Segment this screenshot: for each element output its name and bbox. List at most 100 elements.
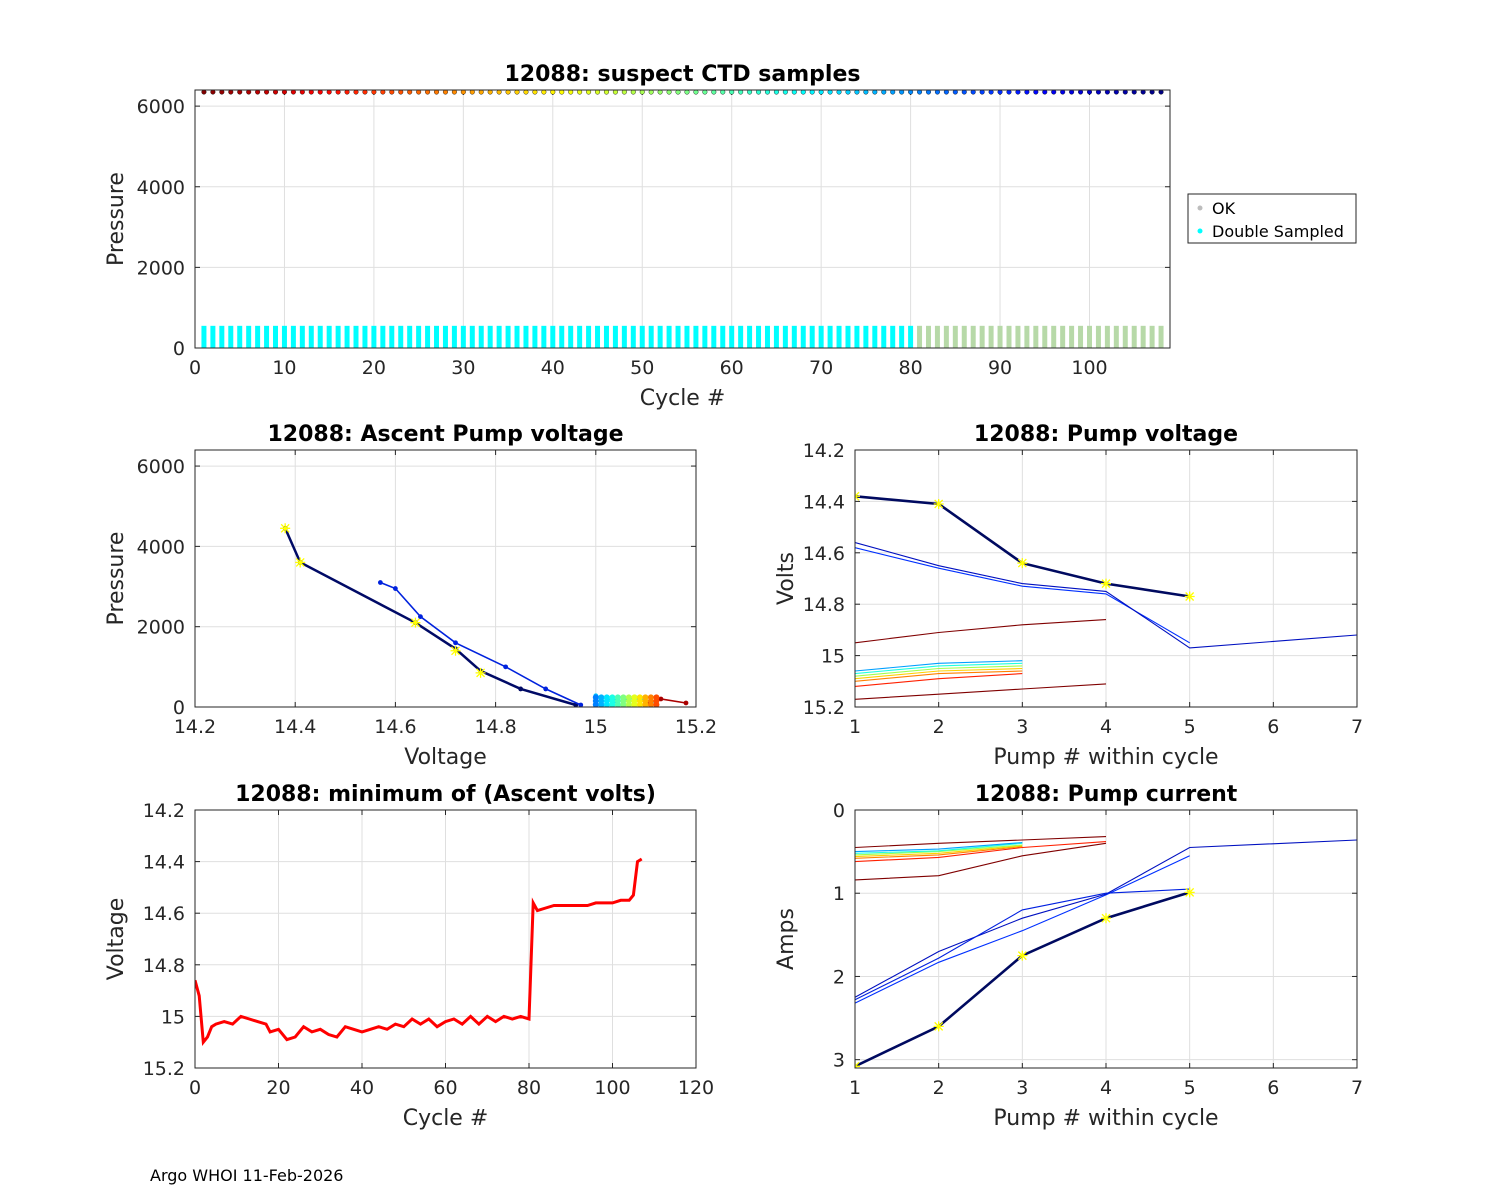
x-tick-label: 40: [350, 1077, 374, 1099]
x-tick-label: 10: [272, 357, 296, 379]
plot-marks: [855, 836, 1357, 1068]
cycle-color-marker: [800, 90, 806, 95]
cycle-color-marker: [496, 90, 502, 95]
cycle-color-marker: [693, 90, 699, 95]
y-tick-label: 15: [821, 646, 845, 668]
x-tick-label: 14.2: [174, 716, 216, 738]
cycle-color-marker: [1158, 90, 1164, 95]
cycle-color-marker: [1149, 90, 1155, 95]
cycle-color-marker: [639, 90, 645, 95]
cluster-point: [592, 694, 599, 701]
cycle-color-marker: [210, 90, 216, 95]
cycle-color-marker: [290, 90, 296, 95]
series-line: [855, 888, 1190, 1001]
cycle-color-marker: [335, 90, 341, 95]
axes-frame: [194, 449, 697, 708]
cycle-color-marker: [577, 90, 583, 95]
star-marker: [280, 523, 291, 534]
cycle-color-marker: [881, 90, 887, 95]
cycle-color-marker: [997, 90, 1003, 95]
cycle-color-marker: [317, 90, 323, 95]
y-tick-label: 14.6: [803, 543, 845, 565]
star-marker: [933, 1021, 944, 1032]
data-point: [658, 696, 664, 702]
x-tick-label: 20: [266, 1077, 290, 1099]
cycle-color-marker: [952, 90, 958, 95]
plot-area: [195, 90, 1170, 348]
cycle-color-marker: [541, 90, 547, 95]
data-point: [578, 702, 584, 707]
star-marker: [295, 557, 306, 568]
series-line: [855, 683, 1107, 700]
plot-marks: [855, 491, 1357, 700]
x-axis-label: Cycle #: [640, 386, 726, 411]
x-tick-label: 30: [451, 357, 475, 379]
axes-frame: [194, 809, 697, 1069]
chart-title: 12088: Pump current: [975, 782, 1238, 807]
cycle-color-marker: [281, 90, 287, 95]
cycle-color-marker: [1060, 90, 1066, 95]
x-axis-label: Pump # within cycle: [993, 745, 1218, 770]
cycle-color-marker: [899, 90, 905, 95]
cycle-color-marker: [836, 90, 842, 95]
series-line: [855, 845, 1023, 858]
series-line: [855, 841, 1023, 853]
x-tick-label: 100: [1071, 357, 1107, 379]
x-tick-label: 5: [1184, 716, 1196, 738]
cycle-color-marker: [925, 90, 931, 95]
cycle-color-marker: [255, 90, 261, 95]
cycle-color-marker: [1015, 90, 1021, 95]
cycle-color-marker: [612, 90, 618, 95]
chart-pumpv: 1 2 3 4 5 6 7 14.2 14.4 14.6 14.8 15 15.2 12088: Pump…: [774, 422, 1363, 770]
cycle-color-marker: [845, 90, 851, 95]
legend-box: [1187, 193, 1357, 244]
y-axis-label: Pressure: [104, 172, 129, 266]
cycle-color-marker: [917, 90, 923, 95]
x-axis-label: Cycle #: [403, 1106, 489, 1131]
cycle-color-marker: [434, 90, 440, 95]
x-tick-label: 1: [849, 1077, 861, 1099]
cycle-color-marker: [595, 90, 601, 95]
x-tick-label: 90: [988, 357, 1012, 379]
cycle-color-marker: [738, 90, 744, 95]
cycle-color-marker: [362, 90, 368, 95]
star-marker: [475, 667, 486, 678]
x-tick-label: 6: [1267, 716, 1279, 738]
cycle-color-marker: [523, 90, 529, 95]
y-tick-label: 14.8: [143, 955, 185, 977]
cycle-color-marker: [326, 90, 332, 95]
cycle-color-marker: [407, 90, 413, 95]
cycle-color-marker: [756, 90, 762, 95]
x-tick-label: 7: [1351, 716, 1363, 738]
cycle-color-marker: [630, 90, 636, 95]
cycle-color-marker: [827, 90, 833, 95]
data-point: [543, 686, 549, 692]
cycle-color-marker: [890, 90, 896, 95]
cycle-color-marker: [1131, 90, 1137, 95]
series-line: [855, 662, 1023, 675]
cycle-color-marker: [299, 90, 305, 95]
cycle-color-marker: [344, 90, 350, 95]
cycle-color-marker: [773, 90, 779, 95]
star-marker: [1184, 591, 1195, 602]
cycle-color-marker: [1069, 90, 1075, 95]
chart-minvolts: 0 20 40 60 80 100 120 14.2 14.4 14.6 14.8 15 15.2 120…: [104, 782, 714, 1131]
cycle-color-marker: [648, 90, 654, 95]
series-line: [855, 842, 1107, 881]
cycle-color-marker: [451, 90, 457, 95]
y-axis-label: Pressure: [104, 532, 129, 626]
y-tick-label: 15.2: [143, 1058, 185, 1080]
chart-title: 12088: minimum of (Ascent volts): [235, 782, 656, 807]
series-line: [855, 673, 1023, 687]
cycle-color-marker: [1140, 90, 1146, 95]
cluster-point: [609, 694, 616, 701]
cycle-color-marker: [961, 90, 967, 95]
y-tick-label: 3: [833, 1050, 845, 1072]
series-line: [855, 836, 1107, 849]
x-tick-label: 50: [630, 357, 654, 379]
x-tick-label: 4: [1100, 716, 1112, 738]
cycle-color-marker: [1104, 90, 1110, 95]
cycle-color-marker: [872, 90, 878, 95]
cycle-color-marker: [460, 90, 466, 95]
cycle-color-marker: [201, 90, 207, 95]
